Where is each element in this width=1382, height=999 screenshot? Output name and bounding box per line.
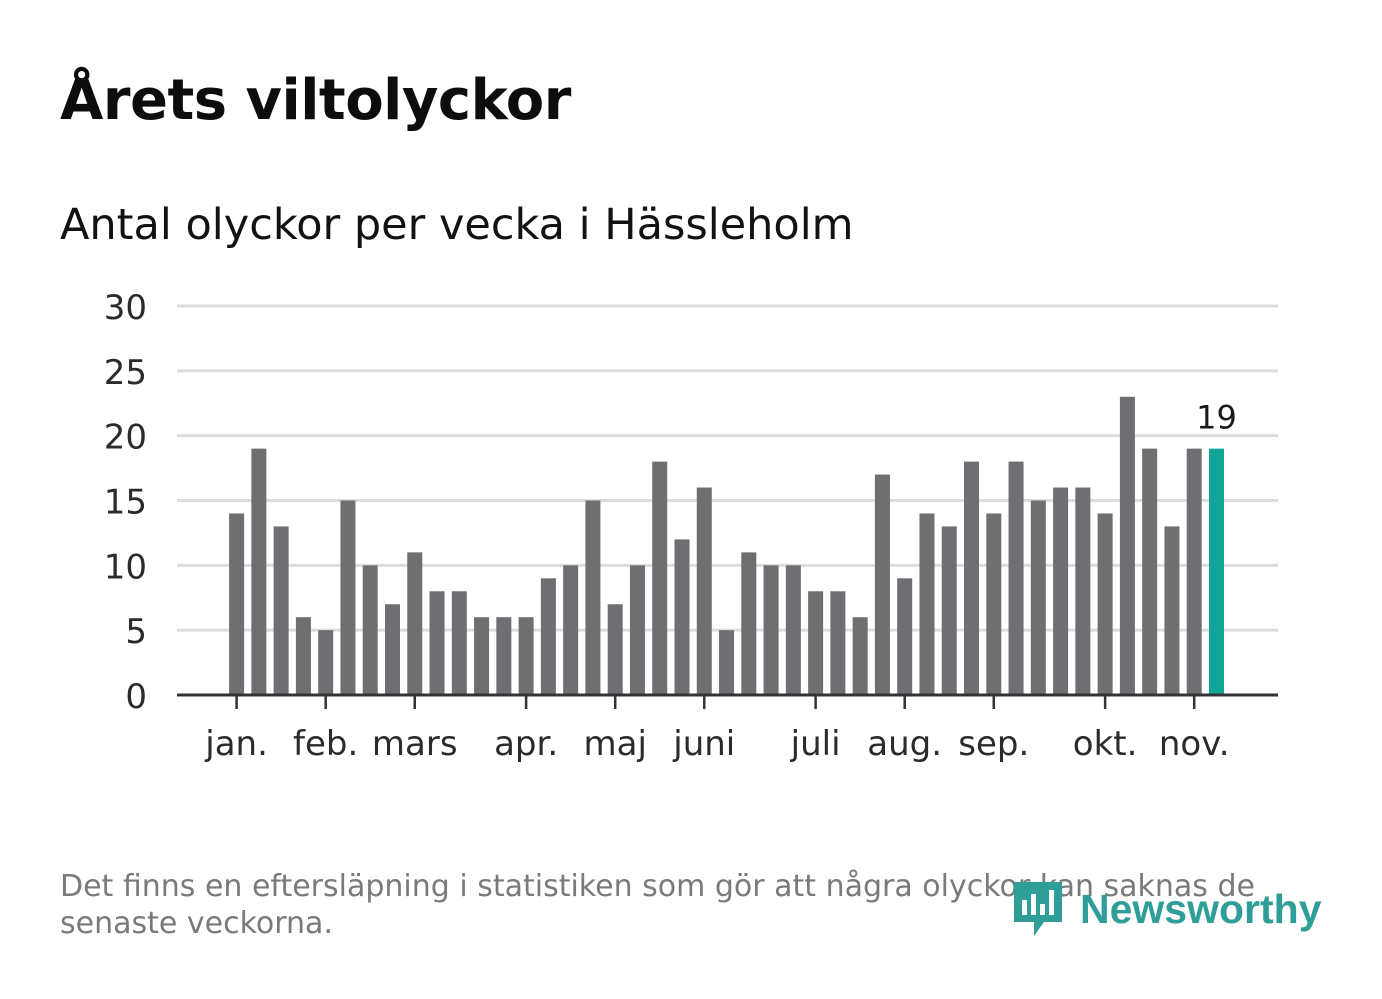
bar (607, 604, 623, 695)
bar (273, 526, 289, 695)
y-tick-label: 5 (125, 612, 147, 652)
bar (1097, 513, 1113, 695)
bar (229, 513, 245, 695)
bar (830, 591, 846, 695)
y-axis-labels: 0 5 10 15 20 25 30 (104, 288, 147, 717)
bar (719, 630, 735, 695)
bar (1186, 448, 1202, 695)
bar (808, 591, 824, 695)
newsworthy-logo-text: Newsworthy (1080, 885, 1322, 932)
bar (1119, 396, 1135, 695)
x-axis-labels: jan. feb. mars apr. maj juni juli aug. sep. okt. n… (204, 724, 1229, 764)
bar (429, 591, 445, 695)
x-tick-label: jan. (204, 724, 268, 764)
bar (585, 500, 601, 695)
bar (629, 565, 645, 695)
x-tick-label: juli (790, 724, 841, 764)
bar (362, 565, 378, 695)
x-tick-label: mars (372, 724, 458, 764)
bar (763, 565, 779, 695)
chart-title: Årets viltolyckor (60, 68, 571, 133)
y-tick-label: 25 (104, 353, 147, 393)
y-tick-label: 10 (104, 547, 147, 587)
y-tick-label: 30 (104, 288, 147, 328)
y-tick-label: 0 (125, 677, 147, 717)
bar (741, 552, 757, 695)
bar (251, 448, 267, 695)
x-tick-label: nov. (1159, 724, 1230, 764)
x-tick-label: juni (672, 724, 735, 764)
bar (295, 617, 311, 695)
bar (1075, 487, 1091, 695)
bar (897, 578, 913, 695)
bar (518, 617, 534, 695)
x-tick-label: apr. (494, 724, 558, 764)
bar-current-week (1208, 448, 1224, 695)
bar (674, 539, 690, 695)
bar (1142, 448, 1158, 695)
data-labels: 19 (1196, 399, 1237, 437)
bar (474, 617, 490, 695)
x-tick-label: feb. (293, 724, 358, 764)
current-week-value-label: 19 (1196, 399, 1237, 437)
x-tick-label: aug. (867, 724, 942, 764)
bar (407, 552, 423, 695)
bar (384, 604, 400, 695)
x-axis (177, 693, 1278, 709)
bar (1008, 461, 1024, 695)
bar (964, 461, 980, 695)
bar (1053, 487, 1069, 695)
x-tick-label: sep. (958, 724, 1029, 764)
bar (986, 513, 1002, 695)
bar (652, 461, 668, 695)
bar (318, 630, 334, 695)
y-tick-label: 15 (104, 483, 147, 523)
bar (451, 591, 467, 695)
newsworthy-logo-icon (1014, 882, 1062, 936)
bar (919, 513, 935, 695)
x-tick-label: maj (583, 724, 646, 764)
bar (696, 487, 712, 695)
bar (1164, 526, 1180, 695)
bar (1030, 500, 1046, 695)
bar (563, 565, 579, 695)
bar (340, 500, 356, 695)
bar (785, 565, 801, 695)
bar (540, 578, 556, 695)
x-tick-label: okt. (1073, 724, 1138, 764)
bar (874, 474, 890, 695)
bar (941, 526, 957, 695)
bar (852, 617, 868, 695)
newsworthy-logo: Newsworthy (1010, 874, 1322, 944)
y-tick-label: 20 (104, 418, 147, 458)
bar (496, 617, 512, 695)
chart-subtitle: Antal olyckor per vecka i Hässleholm (60, 200, 854, 250)
bars (229, 396, 1224, 695)
